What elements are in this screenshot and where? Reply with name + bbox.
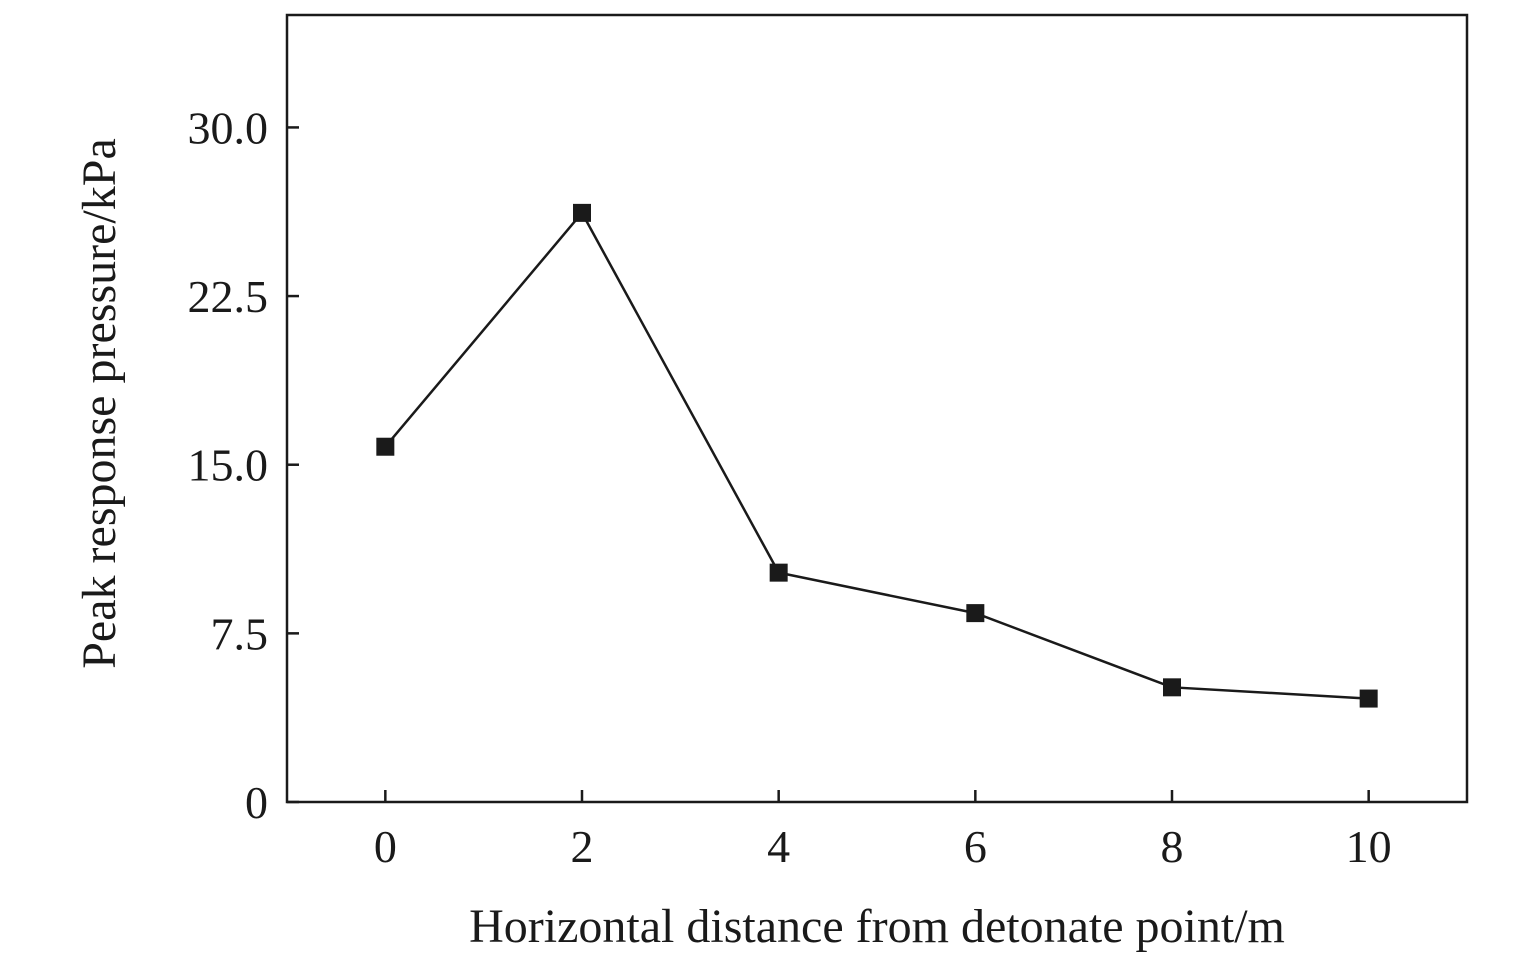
y-tick-label: 0: [245, 777, 268, 828]
y-tick-label: 22.5: [188, 271, 269, 322]
x-tick-label: 6: [964, 821, 987, 872]
x-axis-title: Horizontal distance from detonate point/…: [469, 900, 1285, 953]
data-point-marker: [376, 437, 395, 456]
x-tick-label: 4: [767, 821, 790, 872]
data-point-marker: [1163, 678, 1181, 697]
x-tick-label: 8: [1161, 821, 1184, 872]
data-point-marker: [573, 203, 591, 222]
series-line: [384, 210, 1369, 700]
axis-ticks: [287, 126, 1370, 804]
x-tick-label: 2: [571, 821, 594, 872]
x-tick-label: 10: [1346, 821, 1392, 872]
data-series: [376, 203, 1378, 708]
data-point-marker: [769, 563, 788, 582]
data-point-marker: [966, 604, 985, 623]
y-tick-label: 15.0: [188, 440, 269, 491]
y-axis-title: Peak response pressure/kPa: [73, 138, 126, 669]
plot-area-frame: [285, 13, 1469, 804]
data-point-marker: [1359, 689, 1378, 708]
axis-tick-labels: 0 2 4 6 8 10 0 7.5 15.0 22.5 30.0: [188, 102, 1392, 872]
y-tick-label: 7.5: [211, 608, 269, 659]
x-tick-label: 0: [374, 821, 397, 872]
y-tick-label: 30.0: [188, 102, 269, 153]
